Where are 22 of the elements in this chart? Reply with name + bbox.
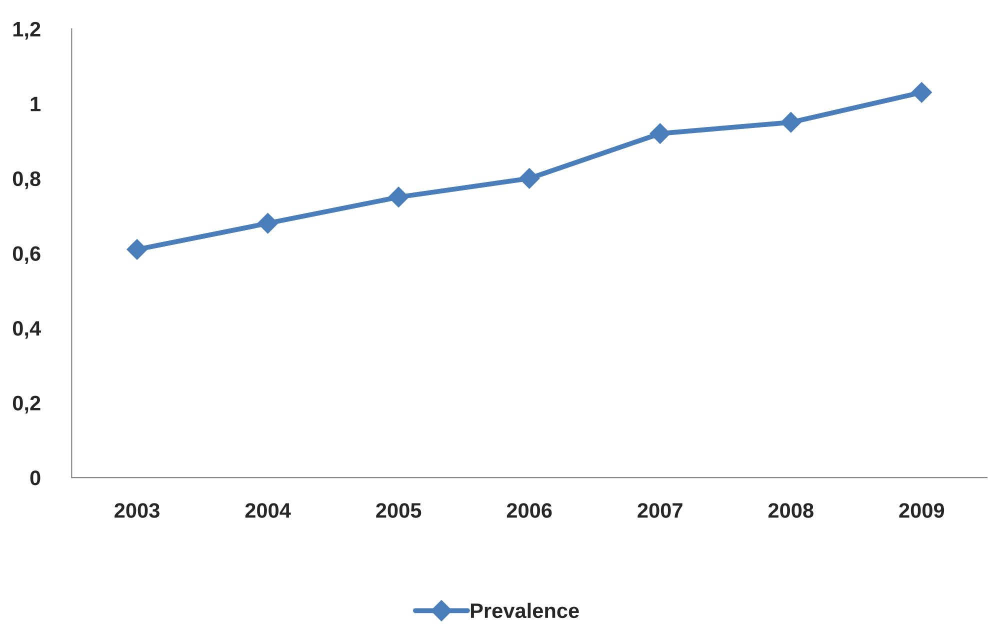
y-tick-label: 0,8: [12, 171, 40, 190]
legend-label: Prevalence: [470, 602, 579, 618]
point: [388, 186, 409, 208]
point: [650, 123, 670, 144]
point: [257, 212, 278, 234]
x-tick-label: 2003: [114, 503, 160, 518]
y-tick-label: 1: [30, 96, 41, 112]
x-tick-label: 2005: [376, 503, 422, 518]
point: [126, 239, 148, 260]
point: [519, 168, 540, 189]
x-tick-label: 2008: [768, 503, 814, 518]
y-tick-label: 0,2: [12, 396, 40, 414]
x-tick-label: 2009: [899, 503, 944, 518]
y-tick-label: 0,6: [12, 246, 40, 264]
point: [911, 82, 932, 103]
x-tick-label: 2007: [638, 503, 682, 518]
y-tick-label: 0: [30, 470, 40, 486]
point: [780, 112, 802, 133]
x-tick-label: 2006: [506, 503, 552, 518]
y-tick-label: 0,4: [12, 320, 41, 339]
y-tick-label: 1,2: [13, 22, 40, 40]
x-tick-label: 2004: [245, 503, 291, 518]
